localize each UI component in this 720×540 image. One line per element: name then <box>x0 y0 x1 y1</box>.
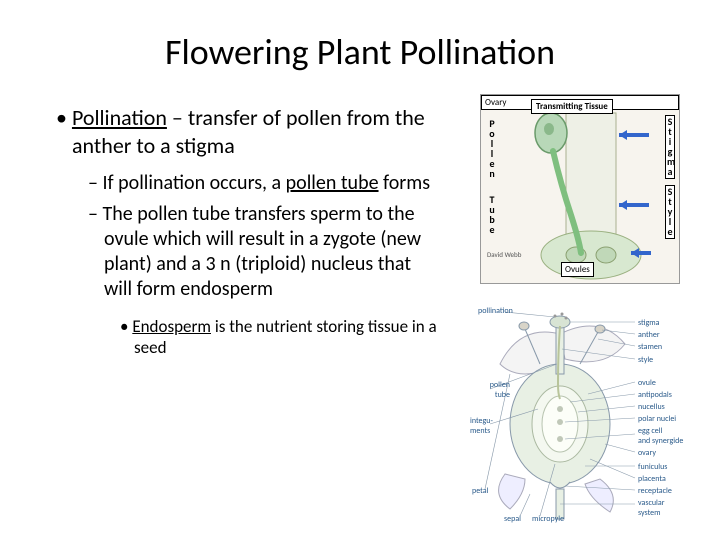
lbl-anther: anther <box>638 330 660 340</box>
text-column: Pollination – transfer of pollen from th… <box>40 104 440 359</box>
lbl-receptacle: receptacle <box>638 486 672 496</box>
lbl-stamen: stamen <box>638 342 662 352</box>
term-pollen-tube: pollen tube <box>286 171 379 195</box>
lbl-pollination: pollination <box>478 306 513 316</box>
lbl-petal: petal <box>472 486 488 496</box>
content-row: Pollination – transfer of pollen from th… <box>40 104 680 359</box>
label-tube: Tube <box>487 195 497 235</box>
lbl-antipodals: antipodals <box>638 390 672 400</box>
lbl-egg-synergide: egg cell and synergide <box>638 426 683 446</box>
figure-pollen-tube: Transmitting Tissue Pollen Tube Stigma S… <box>480 94 680 284</box>
lbl-micropyle: micropyle <box>532 514 564 524</box>
lbl-polar-nuclei: polar nuclei <box>638 414 676 424</box>
term-endosperm: Endosperm <box>132 316 211 337</box>
label-transmitting-tissue: Transmitting Tissue <box>531 99 613 114</box>
bullet-pollination: Pollination – transfer of pollen from th… <box>56 104 440 159</box>
text-pre: If pollination occurs, a <box>102 171 285 195</box>
lbl-nucellus: nucellus <box>638 402 665 412</box>
text-post: forms <box>379 171 431 195</box>
lbl-vascular: vascular system <box>638 498 665 518</box>
lbl-funiculus: funiculus <box>638 462 667 472</box>
lbl-ovule: ovule <box>638 378 656 388</box>
lbl-style: style <box>638 355 653 365</box>
label-pollen: Pollen <box>487 119 497 179</box>
lbl-sepal: sepal <box>504 514 521 524</box>
lbl-placenta: placenta <box>638 474 666 484</box>
figure-flower-anatomy: pollination stigma anther stamen style p… <box>470 294 700 524</box>
figure-column: Transmitting Tissue Pollen Tube Stigma S… <box>450 104 680 359</box>
slide-title: Flowering Plant Pollination <box>40 30 680 74</box>
lbl-ovary: ovary <box>638 448 656 458</box>
bullet-sperm-transfer: The pollen tube transfers sperm to the o… <box>88 202 440 302</box>
bullet-endosperm: Endosperm is the nutrient storing tissue… <box>120 316 440 359</box>
label-style: Style <box>665 185 675 239</box>
term-pollination: Pollination <box>72 104 167 131</box>
lbl-stigma: stigma <box>638 318 659 328</box>
credit: David Webb <box>487 250 521 259</box>
label-ovules: Ovules <box>561 262 594 277</box>
lbl-integuments: integu- ments <box>470 416 493 436</box>
lbl-pollen-tube: pollen tube <box>470 380 510 400</box>
bullet-pollen-tube: If pollination occurs, a pollen tube for… <box>88 171 440 196</box>
label-stigma: Stigma <box>665 115 675 179</box>
slide: Flowering Plant Pollination Pollination … <box>0 0 720 540</box>
